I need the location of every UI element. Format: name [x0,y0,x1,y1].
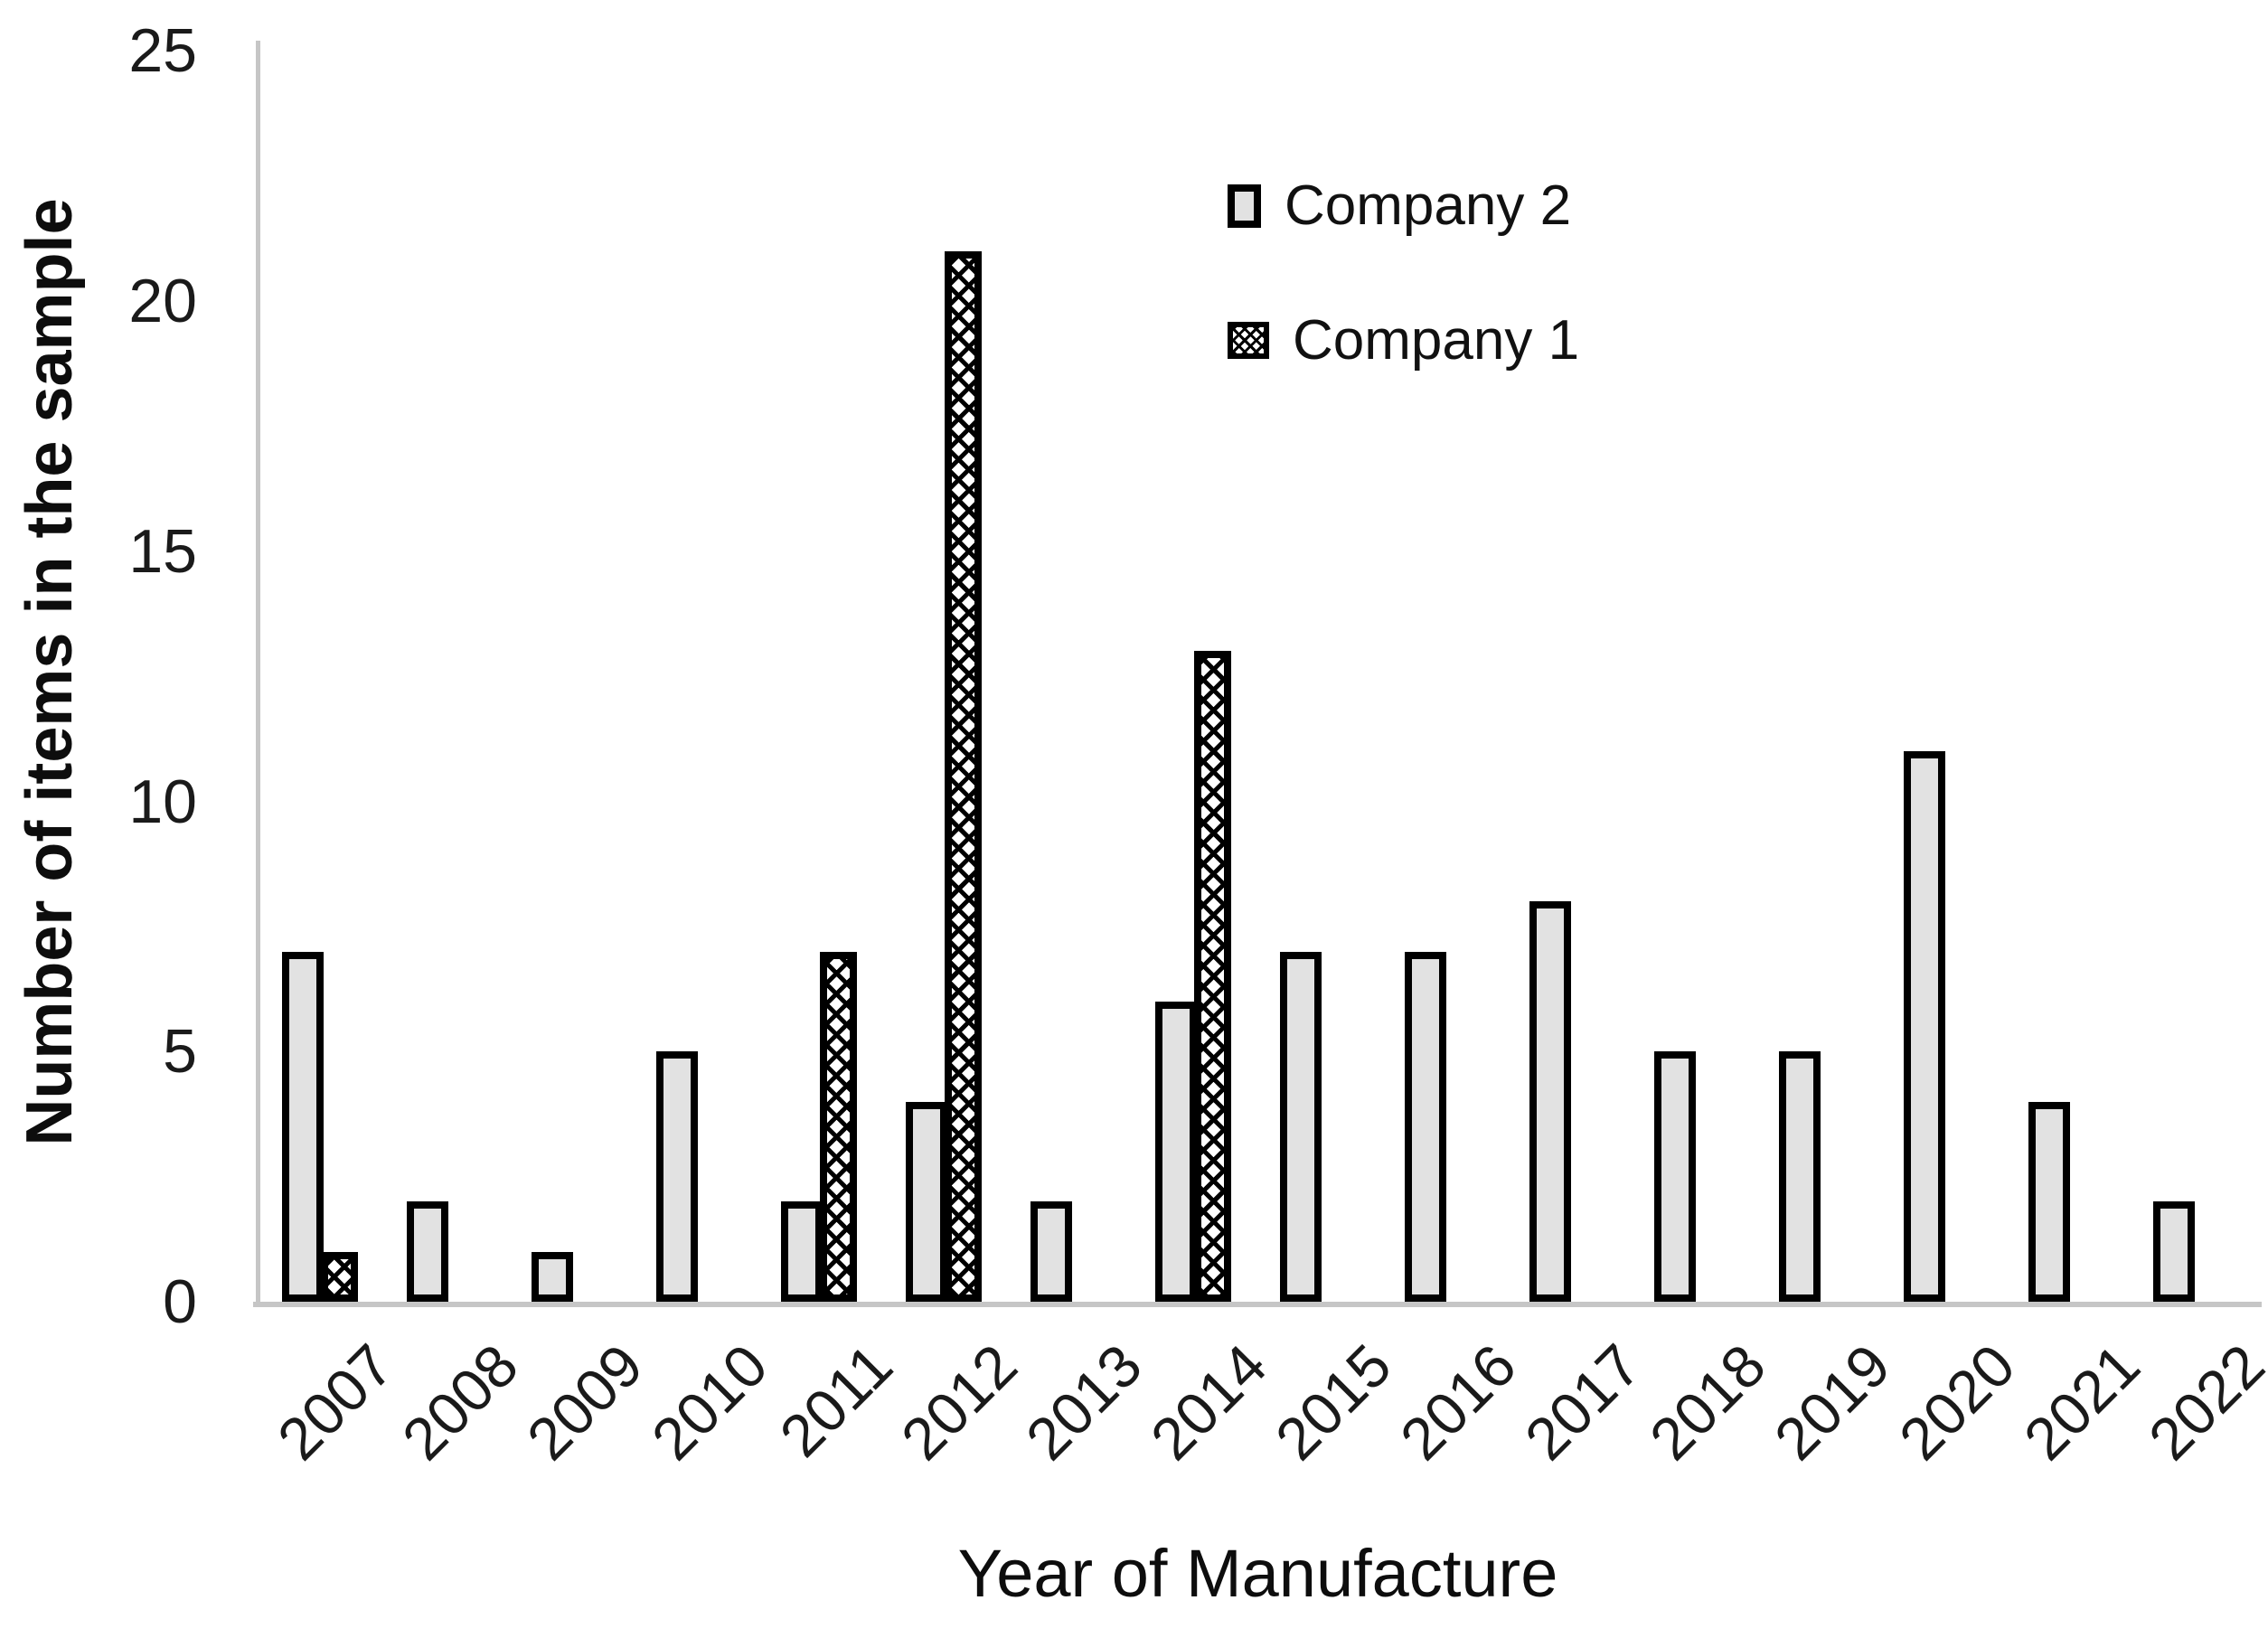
y-tick-label: 10 [128,767,197,836]
bar-company1-2014 [1194,651,1231,1302]
x-axis-line [253,1302,2262,1307]
x-tick-label-2014: 2014 [1137,1331,1280,1473]
bar-company2-2016 [1405,952,1446,1302]
bar-company1-2007 [321,1252,358,1302]
x-tick-label-2013: 2013 [1012,1331,1155,1473]
x-tick-label-2022: 2022 [2135,1331,2268,1473]
legend-item-company2: Company 2 [1228,174,1579,238]
legend-label-company2: Company 2 [1285,174,1572,237]
y-tick-label: 25 [128,16,197,86]
bar-company2-2013 [1030,1201,1072,1302]
x-tick-label-2021: 2021 [2010,1331,2153,1473]
x-tick-label-2017: 2017 [1511,1331,1654,1473]
bar-company2-2014 [1155,1002,1197,1302]
x-tick-label-2009: 2009 [513,1331,656,1473]
x-tick-label-2018: 2018 [1636,1331,1779,1473]
y-tick-label: 0 [163,1267,197,1336]
legend-label-company1: Company 1 [1293,309,1580,372]
bar-company2-2017 [1529,901,1571,1302]
x-tick-label-2010: 2010 [638,1331,781,1473]
x-axis-title: Year of Manufacture [957,1536,1558,1611]
x-tick-label-2016: 2016 [1387,1331,1529,1473]
legend: Company 2 Company 1 [1228,174,1579,443]
bar-company2-2021 [2028,1102,2070,1302]
bar-company1-2011 [820,952,857,1302]
bar-company2-2010 [656,1051,698,1302]
bar-company2-2012 [906,1102,947,1302]
bar-company1-2012 [945,251,982,1302]
y-tick-label: 20 [128,267,197,335]
bar-company2-2009 [532,1252,573,1302]
y-tick-label: 5 [163,1017,197,1087]
y-tick-label: 15 [128,516,197,586]
company2-solid-swatch-icon [1228,184,1261,228]
x-tick-label-2012: 2012 [888,1331,1030,1473]
x-tick-label-2008: 2008 [389,1331,532,1473]
bar-company2-2008 [407,1201,448,1302]
bar-company2-2015 [1280,952,1322,1302]
bar-company2-2011 [781,1201,823,1302]
x-tick-label-2015: 2015 [1262,1331,1405,1473]
x-tick-label-2020: 2020 [1886,1331,2028,1473]
company1-crosshatch-swatch-icon [1228,322,1269,359]
bar-company2-2019 [1779,1051,1821,1302]
bar-company2-2022 [2153,1201,2195,1302]
x-tick-label-2011: 2011 [767,1331,906,1470]
x-tick-label-2007: 2007 [264,1331,407,1473]
bar-company2-2020 [1904,751,1945,1302]
y-axis-line [256,41,260,1304]
legend-item-company1: Company 1 [1228,308,1579,372]
x-tick-label-2019: 2019 [1761,1331,1904,1473]
bar-company2-2007 [282,952,324,1302]
y-axis-title: Number of items in the sample [14,198,86,1146]
bar-company2-2018 [1654,1051,1696,1302]
